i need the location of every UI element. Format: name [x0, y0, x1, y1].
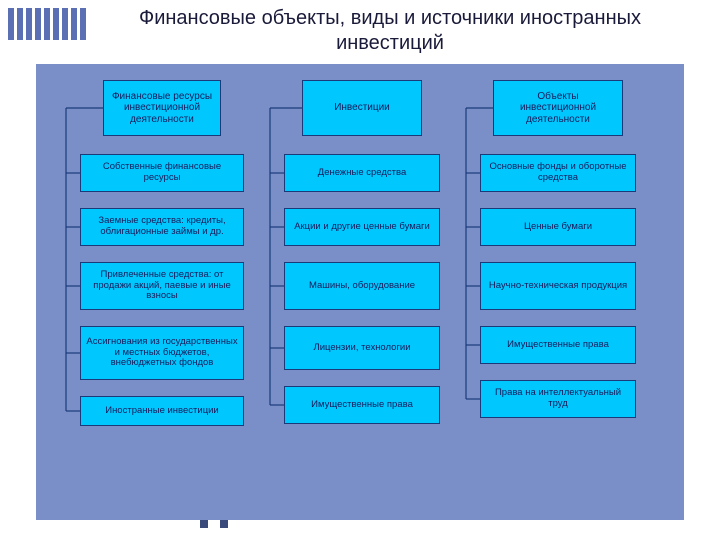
diagram-box: Основные фонды и оборотные средства [480, 154, 636, 192]
diagram-box: Машины, оборудование [284, 262, 440, 310]
column-header: Инвестиции [302, 80, 422, 136]
diagram-box: Лицензии, технологии [284, 326, 440, 370]
page-title: Финансовые объекты, виды и источники ино… [100, 6, 680, 56]
diagram-box: Научно-техническая продукция [480, 262, 636, 310]
diagram-canvas: Финансовые ресурсы инвестиционной деятел… [36, 64, 684, 520]
diagram-box: Ценные бумаги [480, 208, 636, 246]
diagram-box: Денежные средства [284, 154, 440, 192]
diagram-box: Акции и другие ценные бумаги [284, 208, 440, 246]
column-header: Объекты инвестиционной деятельности [493, 80, 623, 136]
footer-marker [220, 520, 228, 528]
footer-marker [200, 520, 208, 528]
corner-stripes [8, 8, 86, 40]
diagram-box: Имущественные права [480, 326, 636, 364]
diagram-box: Привлеченные средства: от продажи акций,… [80, 262, 244, 310]
diagram-box: Заемные средства: кредиты, облигационные… [80, 208, 244, 246]
diagram-box: Права на интеллектуальный труд [480, 380, 636, 418]
diagram-box: Собственные финансовые ресурсы [80, 154, 244, 192]
diagram-box: Иностранные инвестиции [80, 396, 244, 426]
diagram-box: Ассигнования из государственных и местны… [80, 326, 244, 380]
column-header: Финансовые ресурсы инвестиционной деятел… [103, 80, 221, 136]
diagram-box: Имущественные права [284, 386, 440, 424]
